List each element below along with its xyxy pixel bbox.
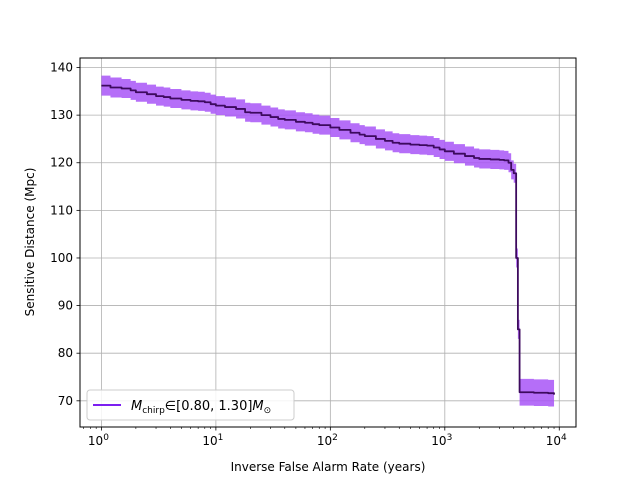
y-axis-ticks: 70 80 90 100 110 120 130 140 bbox=[50, 61, 80, 408]
x-tick-label: 100 bbox=[88, 433, 109, 448]
y-tick-label: 110 bbox=[50, 203, 73, 217]
y-tick-label: 140 bbox=[50, 61, 73, 75]
x-axis-ticks: 100 101 102 103 104 bbox=[83, 427, 567, 448]
x-tick-label: 102 bbox=[317, 433, 338, 448]
y-tick-label: 130 bbox=[50, 108, 73, 122]
y-tick-label: 120 bbox=[50, 156, 73, 170]
x-axis-label: Inverse False Alarm Rate (years) bbox=[231, 460, 426, 474]
series-line bbox=[101, 84, 555, 395]
x-tick-label: 104 bbox=[546, 433, 567, 448]
y-tick-label: 100 bbox=[50, 251, 73, 265]
legend-range: ∈[0.80, 1.30] bbox=[165, 399, 253, 414]
legend-var: M bbox=[131, 399, 142, 414]
legend-unit-sub: ⊙ bbox=[264, 406, 272, 416]
legend-unit: M bbox=[252, 399, 263, 414]
legend: Mchirp∈[0.80, 1.30]M⊙ bbox=[86, 389, 295, 421]
legend-entry: Mchirp∈[0.80, 1.30]M⊙ bbox=[131, 399, 271, 416]
confidence-band-layer bbox=[101, 75, 555, 408]
y-tick-label: 70 bbox=[58, 394, 73, 408]
plot-area-frame bbox=[79, 57, 577, 428]
series-line-layer bbox=[101, 84, 555, 395]
y-axis-label: Sensitive Distance (Mpc) bbox=[23, 168, 37, 317]
x-tick-label: 103 bbox=[431, 433, 452, 448]
x-tick-label: 101 bbox=[202, 433, 223, 448]
y-tick-label: 80 bbox=[58, 346, 73, 360]
legend-box bbox=[86, 389, 295, 421]
y-tick-label: 90 bbox=[58, 299, 73, 313]
confidence-band bbox=[101, 75, 555, 408]
legend-sub: chirp bbox=[142, 406, 165, 416]
